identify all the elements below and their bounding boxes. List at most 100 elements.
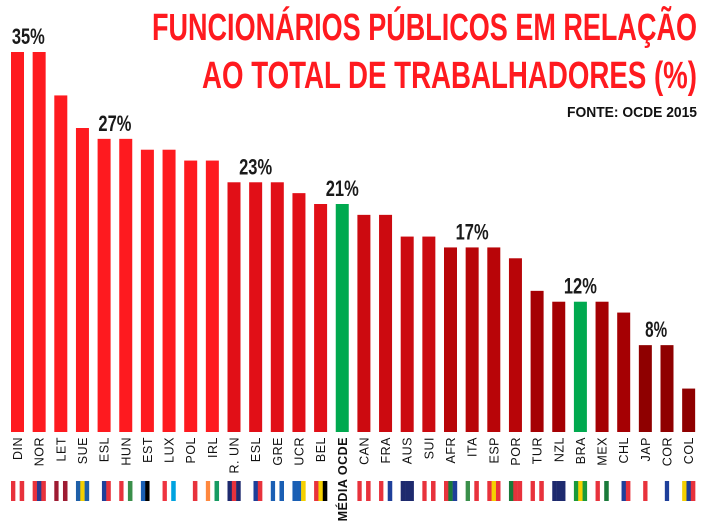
- flag-icon: [54, 481, 68, 501]
- category-label: CHL: [617, 437, 631, 464]
- category-label: POL: [184, 437, 198, 464]
- category-label: LUX: [163, 437, 177, 463]
- flag-icon: [97, 481, 111, 501]
- flag-icon: [314, 481, 328, 501]
- category-label: CAN: [357, 437, 371, 465]
- bar: [249, 182, 263, 432]
- bar: [119, 138, 133, 432]
- category-label: JAP: [639, 437, 653, 461]
- flag-icon: [444, 481, 458, 501]
- flag-icon: [249, 481, 263, 501]
- flag-icon: [508, 481, 523, 501]
- bar: [638, 345, 652, 432]
- bar: [444, 247, 457, 432]
- flag-icon: [32, 481, 46, 501]
- category-label: IRL: [206, 437, 220, 458]
- category-label: SUI: [422, 437, 436, 459]
- bar: [162, 149, 176, 432]
- data-labels-group: 35% 27% 23% 21% 17% 12% 8%: [12, 24, 667, 342]
- chart-title-line2: AO TOTAL DE TRABALHADORES (%): [202, 55, 697, 97]
- bar: [75, 128, 89, 432]
- bar: [595, 301, 609, 432]
- bar: [660, 345, 674, 432]
- flag-icon: [422, 481, 436, 501]
- flag-icon: [595, 481, 609, 501]
- category-label: MÉDIA OCDE: [335, 437, 350, 521]
- flag-icon: [617, 481, 631, 501]
- flag-icon: [660, 481, 674, 501]
- category-label: MEX: [596, 437, 610, 466]
- bar: [32, 52, 46, 432]
- bar: [682, 388, 696, 432]
- flag-icon: [682, 481, 696, 501]
- category-label: ITA: [466, 437, 480, 457]
- flag-icon: [292, 481, 306, 501]
- category-label: FRA: [379, 437, 393, 464]
- bar: [530, 290, 544, 432]
- data-label: 23%: [239, 154, 272, 179]
- bar: [227, 182, 241, 432]
- flag-icon: [75, 481, 90, 501]
- category-label: DIN: [11, 437, 25, 460]
- category-label: AUS: [401, 437, 415, 464]
- flag-icon: [162, 481, 176, 501]
- bar: [205, 160, 219, 433]
- bar: [184, 160, 198, 433]
- category-labels-group: DIN NOR LET SUE ESL HUN EST LUX POL IRL R. UN ESL GR…: [11, 437, 696, 522]
- category-label: POR: [509, 437, 523, 466]
- bar: [487, 247, 501, 432]
- data-label: 35%: [12, 24, 45, 49]
- flag-icon: [227, 481, 241, 501]
- category-label: LET: [54, 437, 68, 461]
- bar: [573, 301, 587, 432]
- category-label: EST: [141, 437, 155, 463]
- category-label: AFR: [444, 437, 458, 464]
- category-label: TUR: [531, 437, 545, 464]
- flag-icon: [205, 481, 220, 501]
- flag-icon: [357, 481, 371, 501]
- category-label: NOR: [33, 437, 47, 466]
- flag-icon: [487, 481, 501, 501]
- category-label: ESL: [249, 437, 263, 462]
- bar: [335, 204, 349, 432]
- category-label: COR: [661, 437, 675, 466]
- category-label: R. UN: [228, 437, 242, 474]
- flag-icon: [119, 481, 133, 501]
- bar: [357, 214, 371, 432]
- data-label: 17%: [456, 219, 489, 244]
- flag-icon: [270, 481, 284, 501]
- category-label: ESL: [98, 437, 112, 462]
- category-label: UCR: [292, 437, 306, 466]
- flags-group: [11, 481, 696, 501]
- flag-icon: [379, 481, 393, 501]
- bar: [379, 214, 393, 432]
- flag-icon: [11, 481, 25, 501]
- bar: [97, 138, 111, 432]
- category-label: BRA: [574, 437, 588, 464]
- bar: [314, 204, 328, 432]
- bar: [617, 312, 631, 432]
- chart-title-line1: FUNCIONÁRIOS PÚBLICOS EM RELAÇÃO: [152, 5, 697, 49]
- bar: [552, 301, 566, 432]
- flag-icon: [638, 481, 653, 501]
- bar: [140, 149, 154, 432]
- bar: [292, 193, 306, 432]
- bar: [422, 236, 436, 432]
- flag-icon: [552, 481, 566, 501]
- data-label: 27%: [98, 111, 131, 136]
- bars-group: [11, 52, 696, 433]
- data-label: 21%: [326, 176, 359, 201]
- category-label: GRE: [271, 437, 285, 466]
- data-label: 8%: [645, 317, 667, 342]
- flag-icon: [140, 481, 155, 501]
- flag-icon: [400, 481, 414, 501]
- flag-icon: [573, 481, 588, 501]
- category-label: HUN: [119, 437, 133, 466]
- chart-source: FONTE: OCDE 2015: [567, 104, 697, 121]
- category-label: SUE: [76, 437, 90, 464]
- bar: [270, 182, 284, 432]
- flag-icon: [465, 481, 479, 501]
- category-label: COL: [682, 437, 696, 464]
- bar: [54, 95, 68, 432]
